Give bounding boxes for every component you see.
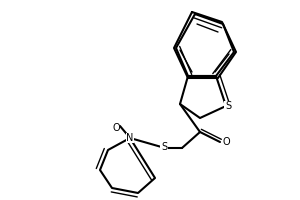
- Text: S: S: [161, 142, 167, 152]
- Text: O: O: [112, 123, 120, 133]
- Text: O: O: [222, 137, 230, 147]
- Text: N: N: [126, 133, 134, 143]
- Text: S: S: [225, 101, 231, 111]
